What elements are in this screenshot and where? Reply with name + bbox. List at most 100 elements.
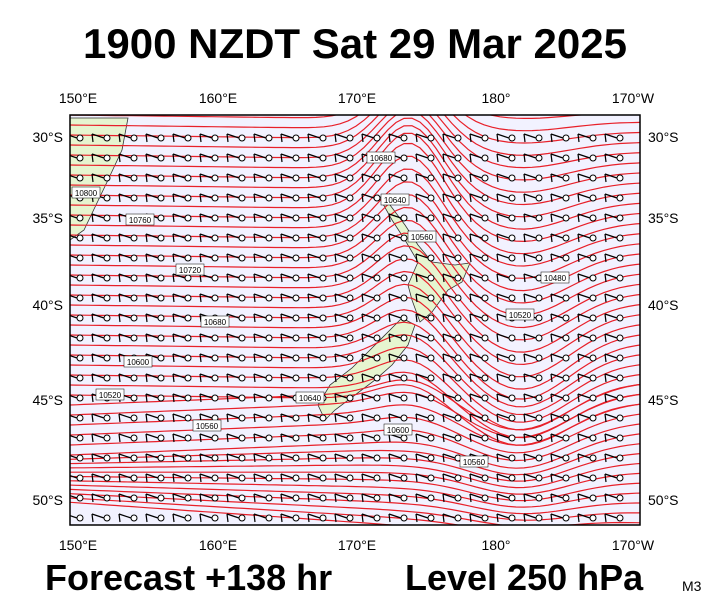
wind-station — [157, 154, 165, 162]
wind-barb — [280, 273, 283, 283]
wind-station — [265, 334, 273, 342]
wind-station — [346, 254, 354, 262]
wind-barb — [280, 353, 283, 363]
wind-barb — [91, 153, 105, 159]
wind-station — [535, 314, 543, 322]
wind-station — [427, 354, 435, 362]
wind-barb — [604, 413, 607, 423]
wind-barb — [496, 493, 499, 503]
wind-barb — [388, 233, 402, 239]
wind-station — [157, 214, 165, 222]
wind-barb — [226, 213, 240, 219]
right-label: 30°S — [648, 129, 679, 145]
wind-barb — [118, 493, 132, 499]
wind-station — [238, 134, 246, 142]
contour-line — [70, 371, 640, 439]
wind-barb — [145, 413, 148, 423]
wind-station — [346, 294, 354, 302]
wind-station — [76, 314, 84, 322]
wind-barb — [523, 253, 537, 259]
wind-barb — [577, 393, 591, 399]
wind-barb — [118, 313, 121, 323]
wind-barb — [361, 473, 375, 479]
wind-barb — [550, 133, 564, 139]
wind-barb — [604, 313, 618, 319]
wind-barb — [415, 513, 429, 519]
wind-barb — [118, 333, 132, 339]
wind-barb — [253, 133, 256, 143]
wind-station — [265, 234, 273, 242]
contour-line — [70, 359, 640, 431]
wind-barb — [523, 413, 526, 423]
wind-barb — [70, 515, 78, 519]
wind-barb — [118, 313, 132, 319]
wind-station — [535, 494, 543, 502]
wind-barb — [334, 173, 337, 183]
wind-barb — [469, 333, 472, 343]
contour-line — [70, 115, 640, 156]
wind-barb — [361, 433, 364, 443]
right-label: 45°S — [648, 392, 679, 408]
wind-barb — [118, 493, 121, 503]
wind-barb — [307, 513, 321, 519]
wind-barb — [550, 353, 553, 363]
wind-station — [184, 274, 192, 282]
wind-barb — [307, 453, 310, 463]
wind-barb — [91, 253, 105, 259]
wind-barb — [361, 393, 375, 399]
wind-barb — [604, 393, 618, 399]
wind-barb — [604, 373, 607, 383]
wind-station — [481, 474, 489, 482]
contour-label: 10800 — [75, 189, 98, 198]
wind-barb — [577, 513, 580, 523]
wind-barb — [280, 253, 294, 259]
wind-barb — [280, 393, 283, 403]
wind-barb — [280, 293, 283, 303]
wind-barb — [523, 273, 526, 283]
wind-barb — [442, 273, 456, 279]
wind-station — [319, 474, 327, 482]
wind-barb — [307, 233, 321, 239]
bottom-label: 150°E — [59, 537, 97, 553]
wind-barb — [91, 333, 105, 339]
wind-barb — [199, 453, 213, 459]
wind-barb — [496, 133, 499, 143]
wind-barb — [307, 213, 321, 219]
wind-barb — [550, 393, 564, 399]
wind-station — [319, 194, 327, 202]
wind-barb — [307, 293, 321, 299]
wind-barb — [172, 153, 186, 159]
contour-line — [70, 206, 640, 304]
wind-station — [130, 334, 138, 342]
wind-barb — [199, 213, 202, 223]
wind-barb — [253, 513, 256, 523]
wind-barb — [172, 213, 186, 219]
wind-barb — [469, 233, 472, 243]
wind-barb — [496, 293, 499, 303]
wind-station — [589, 334, 597, 342]
contour-label-box — [540, 271, 570, 284]
wind-barb — [469, 213, 472, 223]
wind-barb — [388, 353, 402, 359]
wind-barb — [307, 473, 310, 483]
wind-barb — [172, 513, 186, 519]
wind-barb — [334, 353, 348, 359]
wind-barb — [361, 353, 364, 363]
wind-station — [616, 234, 624, 242]
wind-barb — [226, 373, 229, 383]
wind-barb — [604, 453, 607, 463]
wind-barb — [496, 353, 499, 363]
wind-barb — [415, 133, 429, 139]
wind-barb — [226, 333, 240, 339]
wind-barb — [307, 253, 321, 259]
wind-barb — [172, 273, 175, 283]
wind-barb — [253, 173, 256, 183]
wind-barb — [172, 233, 186, 239]
wind-barb — [550, 333, 553, 343]
wind-barb — [388, 353, 391, 363]
wind-barb — [172, 473, 186, 479]
wind-station — [238, 514, 246, 522]
right-label: 50°S — [648, 492, 679, 508]
wind-barb — [415, 253, 429, 259]
